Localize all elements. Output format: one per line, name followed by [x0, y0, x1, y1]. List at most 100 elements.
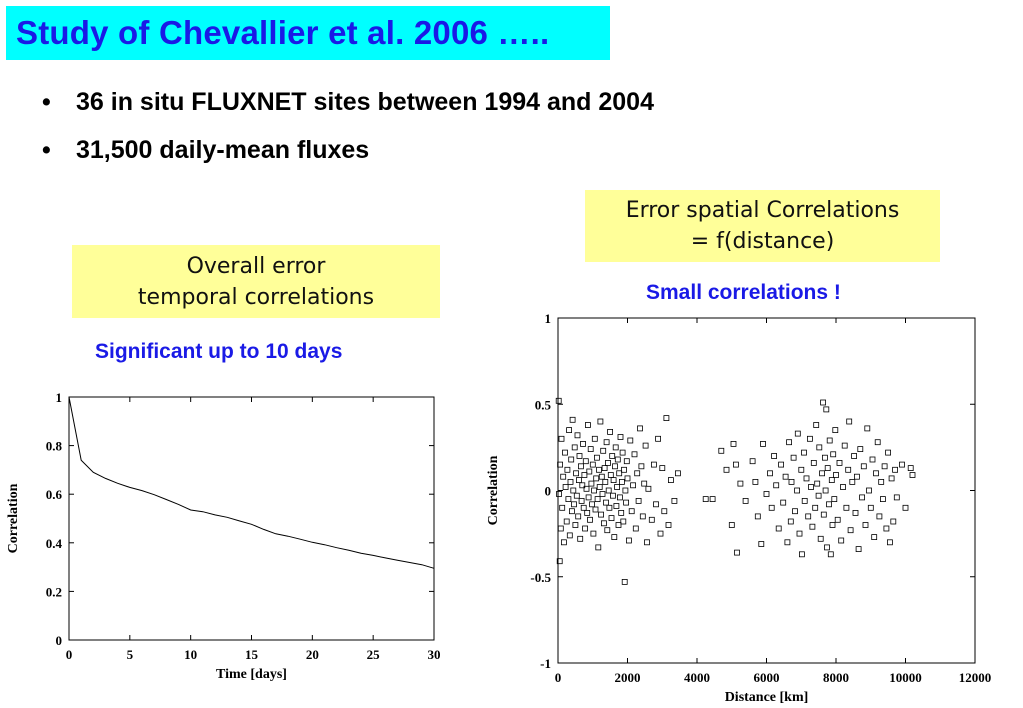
- scatter-point: [813, 422, 820, 428]
- box-line: temporal correlations: [137, 285, 375, 310]
- scatter-point: [857, 446, 864, 453]
- scatter-point: [645, 485, 652, 492]
- scatter-point: [840, 484, 846, 490]
- scatter-point: [566, 532, 573, 539]
- scatter-point: [826, 437, 833, 444]
- scatter-point: [564, 466, 571, 473]
- scatter-point: [634, 470, 641, 477]
- scatter-point: [595, 544, 602, 551]
- scatter-point: [890, 518, 897, 525]
- scatter-point: [841, 442, 848, 449]
- scatter-point: [836, 459, 843, 466]
- scatter-point: [728, 522, 735, 528]
- scatter-point: [598, 511, 604, 518]
- temporal-chart-x-tick-label: 20: [306, 647, 319, 662]
- scatter-point: [775, 525, 782, 532]
- scatter-point: [823, 406, 830, 413]
- scatter-point: [807, 435, 813, 442]
- scatter-point: [607, 472, 614, 478]
- scatter-point: [805, 513, 812, 520]
- spatial-chart-x-tick-label: 12000: [959, 670, 992, 685]
- scatter-point: [627, 437, 634, 444]
- temporal-chart-x-tick-label: 0: [66, 647, 73, 662]
- scatter-point: [749, 458, 756, 465]
- scatter-point: [819, 470, 825, 477]
- scatter-point: [768, 504, 775, 511]
- scatter-point: [556, 491, 562, 497]
- scatter-point: [760, 440, 766, 447]
- scatter-point: [864, 425, 871, 432]
- scatter-point: [612, 444, 619, 451]
- scatter-point: [557, 461, 563, 468]
- scatter-point: [606, 504, 613, 511]
- scatter-point: [829, 522, 836, 528]
- spatial-chart-y-axis-label: Correlation: [486, 455, 501, 525]
- scatter-point: [866, 487, 872, 494]
- scatter-point: [796, 530, 803, 537]
- scatter-point: [641, 480, 648, 487]
- scatter-point: [628, 508, 635, 515]
- scatter-point: [617, 434, 624, 440]
- scatter-point: [788, 478, 795, 485]
- scatter-point: [845, 466, 852, 473]
- scatter-point: [610, 477, 617, 484]
- temporal-correlation-box: Overall error temporal correlations: [72, 245, 440, 318]
- spatial-chart-x-tick-label: 4000: [684, 670, 710, 685]
- scatter-point: [820, 399, 826, 406]
- bullet-dot-icon: •: [42, 88, 51, 116]
- scatter-point: [787, 518, 794, 525]
- scatter-point: [576, 453, 583, 459]
- scatter-point: [799, 551, 805, 558]
- scatter-point: [594, 454, 600, 461]
- scatter-point: [563, 518, 570, 525]
- scatter-point: [730, 440, 737, 447]
- scatter-point: [675, 470, 681, 477]
- spatial-chart-plot-frame: [557, 317, 976, 664]
- scatter-point: [620, 518, 627, 525]
- scatter-point: [575, 513, 582, 520]
- scatter-point: [871, 534, 878, 540]
- scatter-point: [615, 522, 622, 528]
- scatter-point: [604, 527, 611, 534]
- scatter-point: [803, 475, 810, 482]
- scatter-point: [583, 485, 590, 492]
- scatter-point: [843, 504, 850, 511]
- scatter-point: [758, 541, 765, 547]
- scatter-point: [601, 465, 608, 472]
- scatter-point: [899, 461, 905, 468]
- scatter-point: [874, 439, 881, 446]
- scatter-point: [578, 497, 585, 504]
- spatial-chart-y-tick-label: 0: [545, 484, 552, 499]
- scatter-point: [816, 444, 823, 451]
- scatter-point: [611, 534, 618, 540]
- scatter-point: [817, 535, 824, 542]
- scatter-point: [601, 520, 607, 527]
- scatter-point: [590, 530, 597, 537]
- scatter-point: [623, 499, 629, 506]
- scatter-point: [605, 459, 611, 466]
- scatter-point: [847, 527, 854, 534]
- scatter-point: [887, 539, 893, 546]
- scatter-point: [616, 470, 623, 477]
- scatter-point: [849, 478, 856, 485]
- scatter-point: [597, 418, 604, 425]
- scatter-point: [632, 525, 639, 532]
- scatter-point: [592, 506, 599, 513]
- scatter-point: [603, 499, 609, 506]
- scatter-point: [619, 478, 625, 485]
- scatter-point: [635, 497, 642, 504]
- scatter-point: [851, 453, 857, 459]
- scatter-point: [830, 451, 837, 458]
- temporal-chart-y-tick-label: 0.6: [46, 487, 63, 502]
- temporal-chart-x-tick-label: 25: [367, 647, 381, 662]
- scatter-point: [580, 440, 586, 447]
- scatter-point: [642, 442, 649, 449]
- scatter-point: [794, 430, 801, 437]
- scatter-point: [605, 487, 612, 494]
- scatter-point: [780, 499, 787, 506]
- scatter-point: [582, 525, 588, 532]
- scatter-point: [621, 466, 627, 473]
- temporal-chart-y-tick-label: 0.2: [46, 584, 62, 599]
- scatter-point: [878, 478, 885, 485]
- temporal-chart-plot-frame: [68, 396, 435, 641]
